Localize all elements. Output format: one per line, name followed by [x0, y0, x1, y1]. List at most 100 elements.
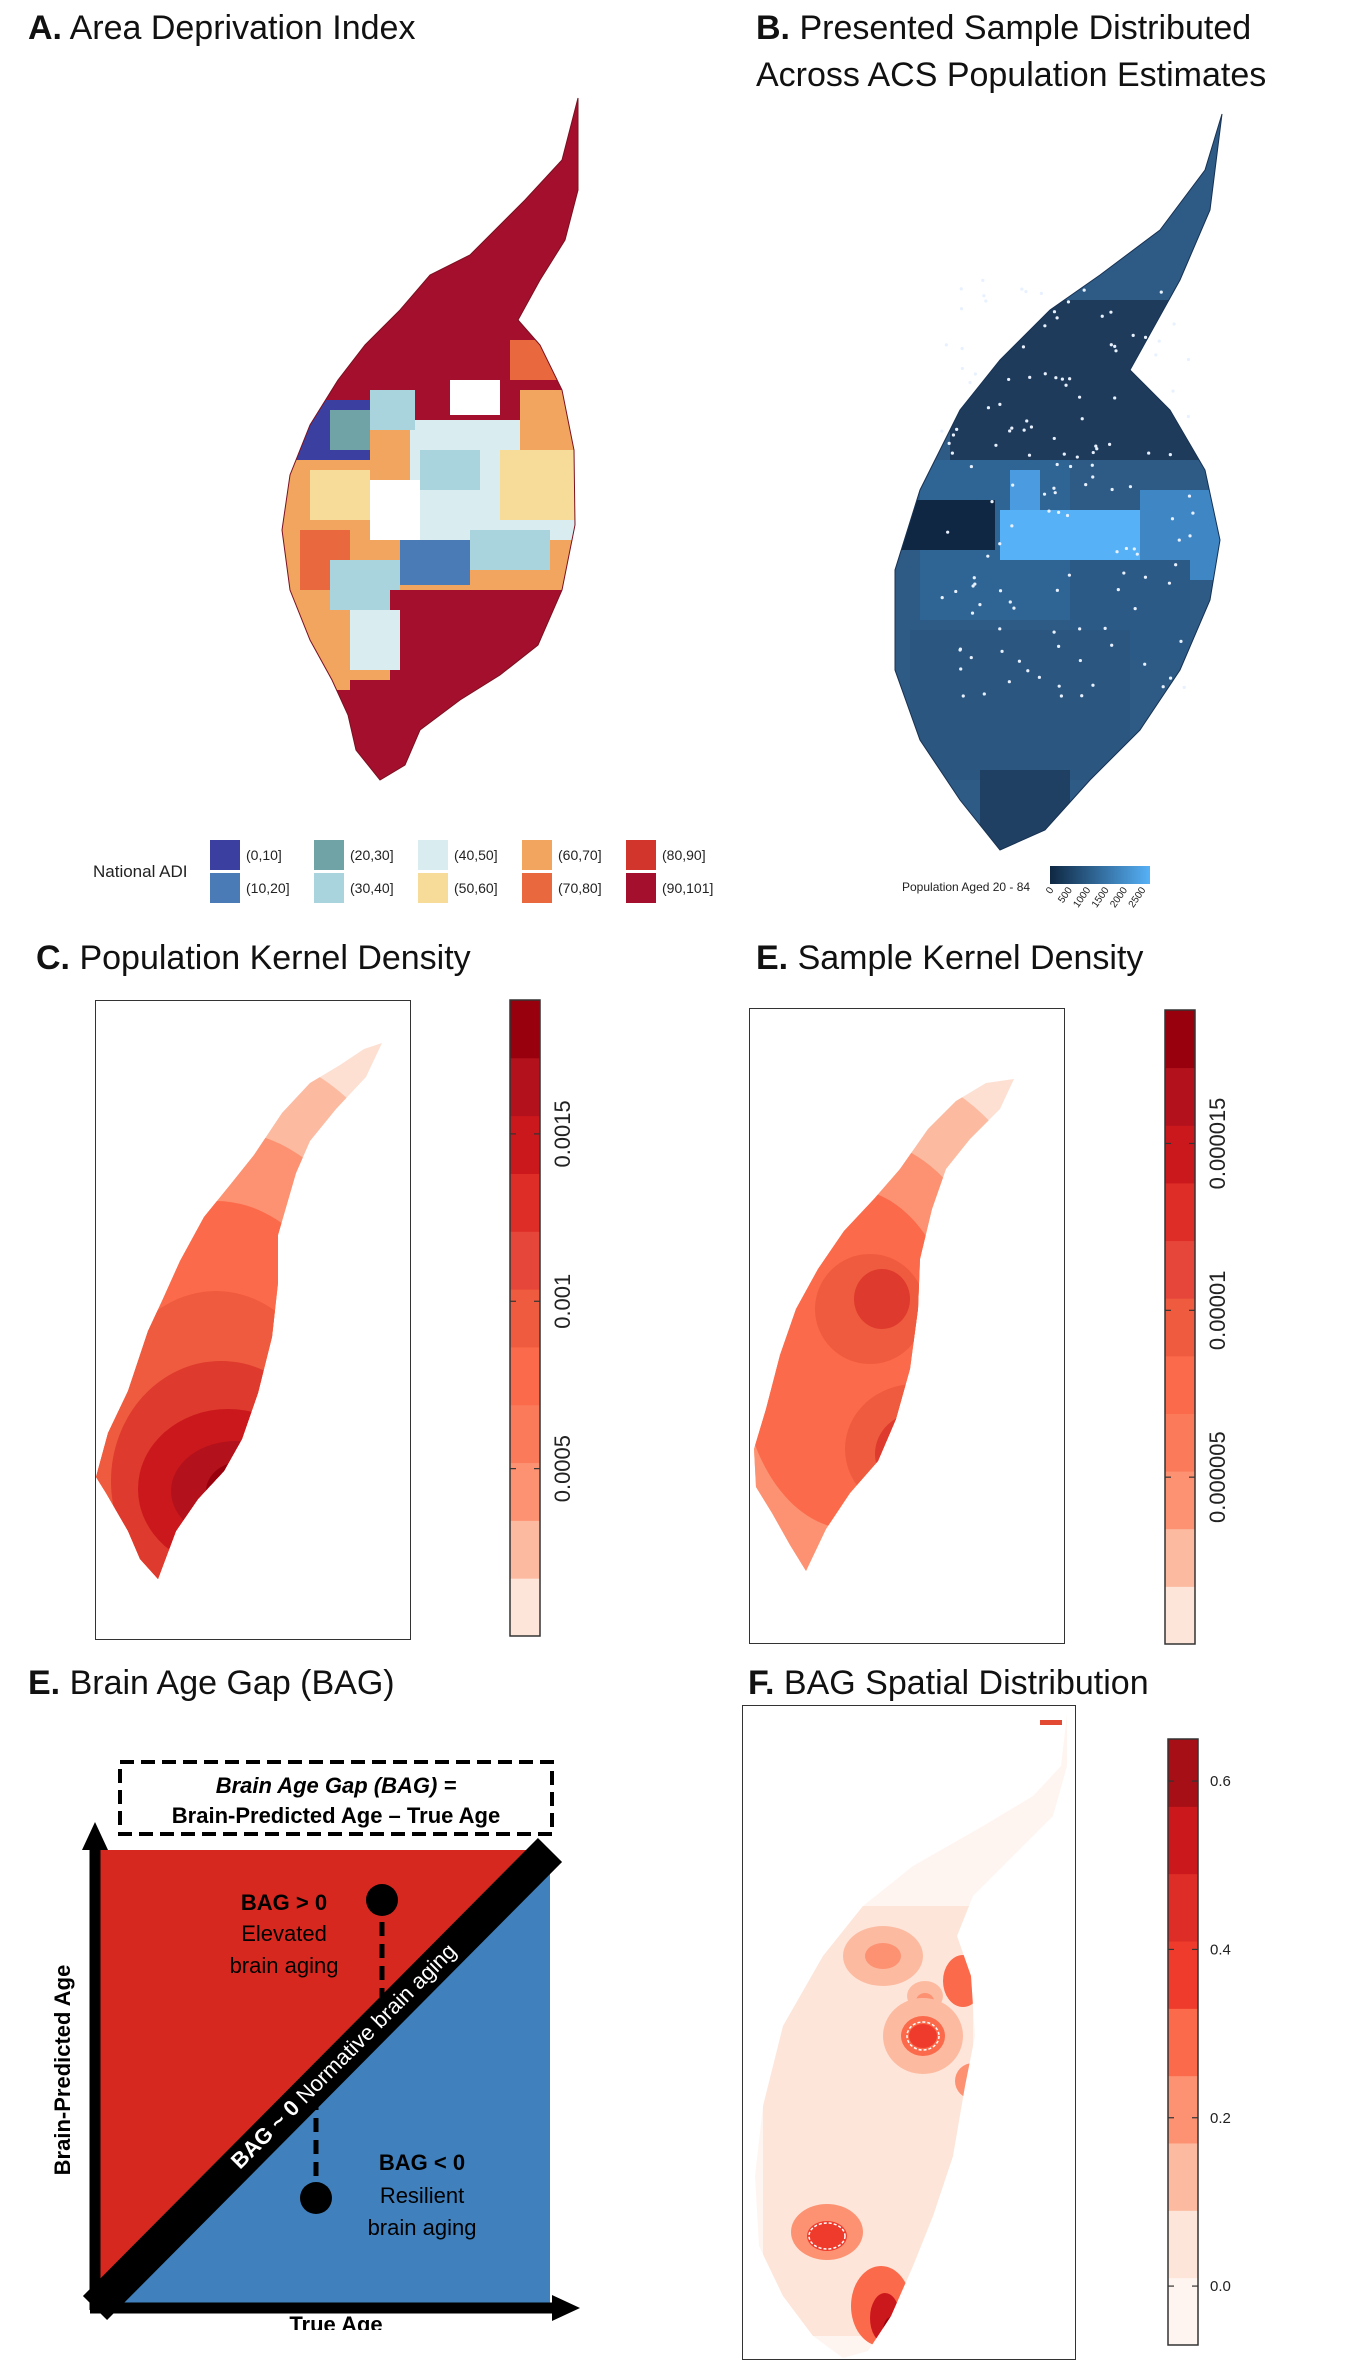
legend-color-step — [1165, 1471, 1195, 1530]
adi-legend-label: (40,50] — [454, 847, 498, 863]
adi-legend-swatch — [210, 873, 240, 903]
sample-point — [1113, 344, 1117, 348]
sample-point — [1043, 324, 1047, 328]
sample-point — [1132, 547, 1136, 551]
significance-contour — [808, 2222, 846, 2250]
panel-a-title-text: Area Deprivation Index — [69, 9, 416, 47]
sample-point — [1012, 606, 1016, 610]
sample-point — [959, 307, 964, 311]
adi-legend-swatch — [314, 873, 344, 903]
panel-e1-title-text: Sample Kernel Density — [797, 939, 1144, 977]
sample-point — [960, 346, 964, 351]
sample-point — [1161, 685, 1165, 689]
sample-point — [947, 441, 951, 445]
sample-point — [1062, 452, 1066, 456]
sample-point — [1114, 349, 1118, 353]
sample-point — [1011, 483, 1015, 487]
legend-tick-label: 0.000015 — [1205, 1098, 1230, 1190]
sample-point — [1068, 464, 1073, 469]
population-legend-title: Population Aged 20 - 84 — [902, 880, 1031, 894]
upper-line1: Elevated — [241, 1921, 327, 1946]
sample-point — [1024, 289, 1028, 294]
sample-point — [998, 589, 1003, 593]
sample-point — [1047, 509, 1051, 513]
legend-color-step — [510, 1173, 540, 1232]
sample-point — [1078, 627, 1082, 631]
panel-e2-title-text: Brain Age Gap (BAG) — [69, 1664, 395, 1702]
legend-color-step — [1165, 1182, 1195, 1242]
sample-point — [1068, 377, 1072, 381]
adi-legend-label: (90,101] — [662, 880, 713, 896]
panel-c-letter: C. — [36, 939, 70, 977]
panel-e2-letter: E. — [28, 1664, 61, 1702]
adi-legend-label: (60,70] — [558, 847, 602, 863]
sample-point — [1143, 335, 1148, 339]
legend-color-step — [510, 1578, 540, 1637]
sample-point — [1191, 511, 1195, 515]
sample-point — [1159, 290, 1163, 294]
sample-point — [969, 464, 973, 469]
sample-point — [950, 451, 954, 455]
resilient-point — [300, 2182, 332, 2214]
bag-legend: 0.0 0.2 0.4 0.6 — [1167, 1738, 1231, 2346]
sample-point — [1028, 375, 1032, 379]
population-legend-tick: 1000 — [1071, 885, 1093, 910]
adi-legend-swatch — [210, 840, 240, 870]
population-legend-tick: 2500 — [1127, 885, 1149, 910]
sample-point — [1170, 517, 1175, 521]
sample-point — [1008, 600, 1012, 604]
sample-point — [1108, 442, 1112, 446]
sample-point — [1177, 538, 1181, 542]
legend-color-step — [1165, 1067, 1195, 1126]
legend-color-step — [510, 1462, 540, 1521]
adi-legend-swatch — [314, 840, 344, 870]
sample-point — [1135, 552, 1139, 556]
sample-point — [973, 372, 977, 376]
sample-point — [1075, 455, 1079, 459]
y-axis-label: Brain-Predicted Age — [50, 1965, 75, 2176]
adi-legend-label: (20,30] — [350, 847, 394, 863]
sample-point — [1053, 491, 1057, 495]
adi-legend-swatch — [626, 873, 656, 903]
sample-point — [1110, 643, 1114, 647]
adi-legend-label: (30,40] — [350, 880, 394, 896]
legend-color-step — [1168, 1739, 1198, 1807]
sample-point — [972, 576, 976, 580]
panel-c-title-text: Population Kernel Density — [79, 939, 471, 977]
sample-point — [1174, 563, 1178, 567]
legend-color-step — [510, 1231, 540, 1290]
panel-e2-title: E. Brain Age Gap (BAG) — [28, 1660, 395, 1706]
adi-legend-label: (0,10] — [246, 847, 282, 863]
legend-color-step — [510, 1520, 540, 1579]
panel-b-title-2: Across ACS Population Estimates — [756, 52, 1266, 98]
sample-point — [1080, 694, 1084, 698]
population-map — [894, 113, 1223, 851]
sample-point — [960, 366, 964, 371]
sample-point — [1187, 494, 1192, 498]
sample-point — [1103, 626, 1107, 630]
sample-point — [1091, 450, 1095, 455]
sample-point — [944, 343, 948, 347]
sample-point — [998, 402, 1002, 406]
sample-point — [1131, 333, 1135, 337]
legend-color-step — [1168, 2210, 1198, 2279]
x-axis-label: True Age — [289, 2312, 382, 2330]
sample-point — [1037, 675, 1041, 679]
sample-point — [1039, 291, 1044, 296]
sample-point — [1010, 426, 1014, 430]
sample-point — [1078, 658, 1082, 663]
legend-color-step — [1168, 1873, 1198, 1942]
kde-population-legend: 0.0005 0.001 0.0015 — [509, 999, 575, 1637]
sample-point — [998, 627, 1002, 631]
legend-tick-label: 0.4 — [1210, 1941, 1231, 1958]
sample-point — [1008, 429, 1012, 433]
sample-point — [1010, 524, 1014, 528]
sample-point — [1168, 676, 1173, 680]
sample-point — [1027, 453, 1032, 457]
hotspot-marker — [1040, 1720, 1062, 1725]
panel-c-title: C. Population Kernel Density — [36, 935, 471, 981]
sample-point — [1077, 395, 1082, 399]
sample-point — [1095, 447, 1099, 451]
legend-color-step — [1165, 1298, 1195, 1357]
population-legend-tick: 2000 — [1108, 885, 1130, 910]
